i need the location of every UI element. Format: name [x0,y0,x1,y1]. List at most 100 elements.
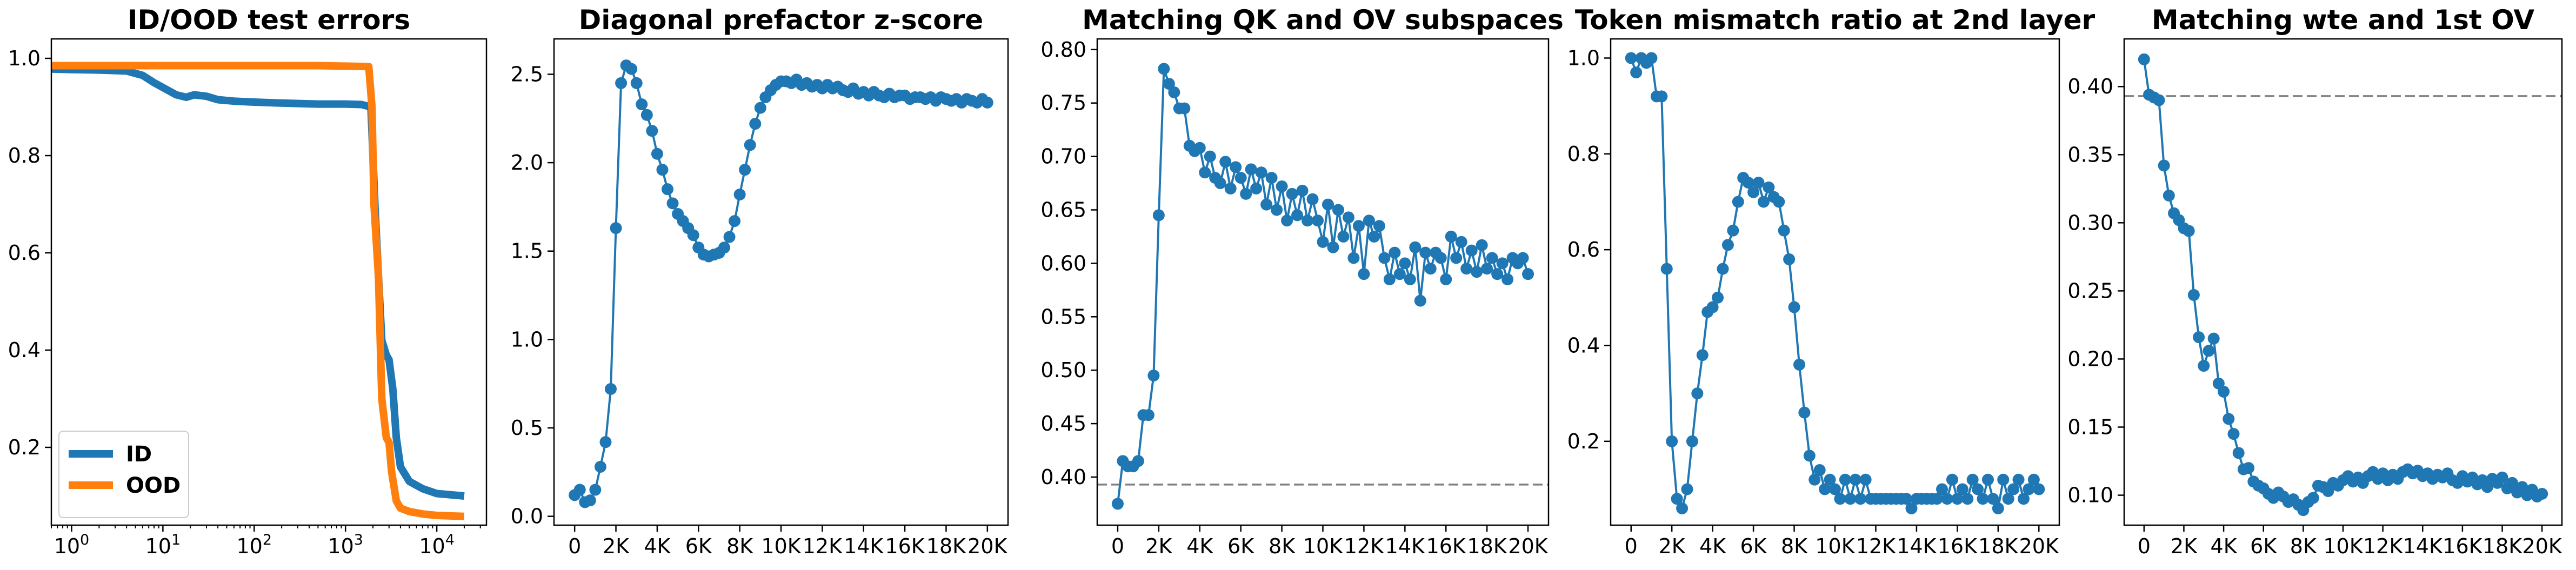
data-point [1342,211,1354,224]
data-point [2307,492,2319,504]
data-point [2033,483,2045,495]
data-point [1630,66,1643,79]
series-ood [51,62,465,520]
chart-panel-4: Token mismatch ratio at 2nd layer 0 2K 4K 6K… [1567,4,2095,558]
data-point [1142,409,1154,421]
data-point [1956,483,1968,495]
data-point [1204,150,1216,163]
data-point [1219,156,1232,168]
y-tick-label: 1.0 [1567,46,1600,70]
y-tick-label: 0.25 [2067,279,2113,303]
data-point [2002,493,2014,505]
data-point [1347,252,1360,264]
data-point [1245,163,1257,176]
x-tick-label: 14K [844,534,884,558]
y-tick-label: 0.15 [2067,415,2113,439]
data-point [1859,473,1872,486]
data-point [605,383,617,395]
y-tick-label: 0.45 [1040,412,1086,435]
y-tick-label: 0.20 [2067,347,2113,371]
data-point [687,229,699,242]
data-point [1389,246,1401,259]
data-point [1757,196,1770,208]
chart-title: Matching wte and 1st OV [2152,4,2535,36]
axes-frame [553,38,1009,526]
x-tick-label: 16K [2442,534,2482,558]
data-point [1234,172,1247,184]
y-tick-label: 0.80 [1040,38,1086,62]
data-point [1250,182,1263,195]
legend: ID OOD [58,431,189,518]
y-tick-label: 0.8 [1567,142,1600,166]
data-point [1296,184,1309,197]
y-tick-label: 0.40 [2067,75,2113,98]
data-point [1476,239,1488,251]
x-tick-label: 6K [1740,534,1767,558]
series-1 [569,59,993,508]
y-tick-label: 0.75 [1040,91,1086,115]
x-tick-label: 0 [1111,534,1124,558]
data-point [1368,230,1380,243]
data-point [2243,462,2255,474]
data-point [1383,273,1396,286]
data-point [610,222,622,234]
data-point [651,147,663,160]
data-point [1434,252,1447,264]
data-point [2027,473,2040,486]
data-point [1625,52,1637,64]
data-point [2163,189,2175,202]
data-point [646,125,658,137]
data-point [2536,488,2548,500]
data-point [1752,177,1765,189]
x-tick-label: 18K [926,534,966,558]
y-tick-label: 0.2 [1567,430,1600,453]
x-tick-label: 20K [1508,534,1548,558]
data-point [1660,263,1673,275]
data-point [1941,493,1953,505]
data-point [1844,493,1857,505]
data-point [1158,63,1170,75]
data-point [1778,224,1790,237]
data-point [1496,257,1509,270]
x-tick-label: 2K [2171,534,2198,558]
x-tick-label: 4K [2211,534,2238,558]
x-tick-label: 18K [1978,534,2018,558]
x-tick-label: 10K [1303,534,1343,558]
data-point [739,164,751,176]
x-tick-label: 8K [2290,534,2317,558]
chart-panel-2: Diagonal prefactor z-score 0 2K 4K 6K 8K 10K 12… [511,4,1009,558]
data-point [1706,301,1719,313]
x-tick-label: 4K [1186,534,1213,558]
x-tick-label: 12K [1344,534,1384,558]
data-point [749,118,762,130]
data-point [1255,166,1267,179]
data-point [1666,435,1678,447]
x-tick-label: 10K [1815,534,1855,558]
x-tick-label: 8K [726,534,753,558]
x-tick-label: 101 [145,532,181,558]
data-point [1686,435,1698,447]
data-point [1905,502,1918,514]
y-tick-label: 1.0 [511,327,543,351]
data-point [1286,187,1298,200]
x-tick-label: 4K [644,534,671,558]
x-tick-label: 14K [2403,534,2443,558]
x-tick-label: 20K [2522,534,2562,558]
series-1 [1625,52,2045,514]
data-point [2138,53,2150,65]
chart-panel-5: Matching wte and 1st OV 0 2K 4K 6K 8K 10K 12K 14… [2067,4,2563,558]
data-point [1460,263,1473,275]
x-tick-label: 14K [1897,534,1937,558]
data-point [1260,198,1273,211]
data-point [2023,483,2035,495]
data-point [1424,263,1437,275]
y-tick-label: 0.4 [8,338,41,362]
data-point [2223,413,2235,425]
data-point [1178,102,1191,115]
y-tick-label: 1.5 [511,239,543,263]
x-tick-label: 2K [1659,534,1686,558]
data-point [1471,266,1483,278]
series-line [1117,68,1529,504]
x-tick-label: 16K [1426,534,1466,558]
data-point [1271,204,1283,216]
